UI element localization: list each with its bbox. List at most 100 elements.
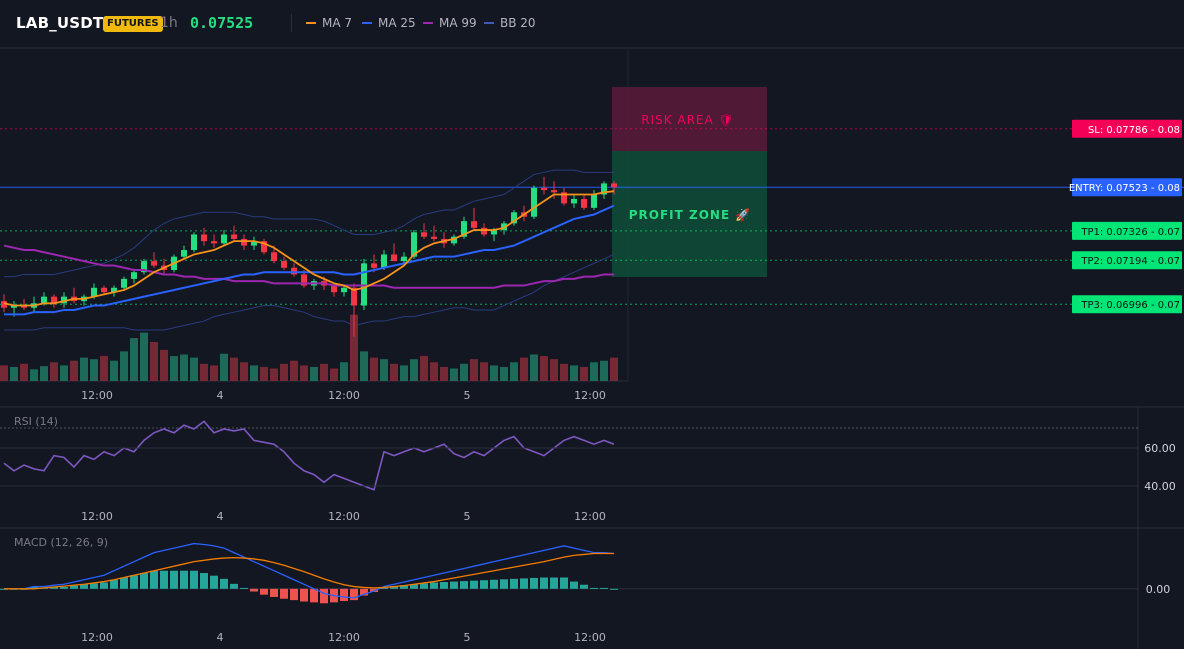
macd-hist-bar	[570, 581, 578, 589]
candle-body	[51, 296, 57, 304]
macd-hist-bar	[590, 587, 598, 589]
macd-hist-bar	[320, 588, 328, 604]
candle-body	[391, 254, 397, 262]
ma25-swatch-icon	[362, 22, 372, 24]
volume-bar	[180, 354, 188, 381]
level-tag-1	[1072, 178, 1182, 197]
volume-bar	[70, 360, 78, 381]
candles	[1, 176, 617, 337]
volume-bar	[50, 362, 58, 381]
timeframe-label[interactable]: 1h	[160, 15, 178, 31]
volume-bar	[280, 363, 288, 381]
macd-hist-bar	[380, 587, 388, 589]
candle-body	[481, 227, 487, 235]
volume-bar	[290, 360, 298, 381]
x-axis-macd: 12:00 4 12:00 5 12:00	[81, 631, 606, 644]
rsi-tick-label: 40.00	[1144, 480, 1176, 493]
rsi-pane: 60.00 40.00	[0, 420, 1176, 493]
candle-body	[191, 234, 197, 251]
candle-body	[531, 187, 537, 217]
macd-hist-bar	[140, 572, 148, 589]
candle-body	[551, 190, 557, 193]
volume-bar	[530, 354, 538, 381]
macd-hist-bar	[100, 582, 108, 589]
candle-body	[361, 263, 367, 306]
x-tick-label: 5	[464, 389, 471, 402]
level-tag-3	[1072, 251, 1182, 270]
volume-bar	[610, 357, 618, 381]
candle-body	[61, 296, 67, 304]
macd-hist-bar	[470, 580, 478, 589]
volume-bar	[310, 366, 318, 381]
candle-body	[471, 221, 477, 228]
volume-bar	[130, 338, 138, 381]
candle-body	[11, 305, 17, 308]
macd-hist-bar	[190, 570, 198, 589]
volume-bars	[0, 314, 618, 381]
volume-bar	[370, 357, 378, 381]
macd-hist-bar	[560, 577, 568, 589]
candle-body	[241, 238, 247, 246]
volume-bar	[450, 368, 458, 381]
ma7-line	[3, 190, 615, 307]
macd-hist-bar	[270, 588, 278, 597]
level-label-1: ENTRY: 0.07523 - 0.08	[1069, 183, 1180, 194]
macd-hist-bar	[240, 587, 248, 589]
volume-bar	[470, 359, 478, 381]
x-tick-label: 12:00	[328, 389, 360, 402]
volume-bar	[350, 314, 358, 381]
bollinger-bands	[4, 169, 615, 331]
candle-body	[461, 221, 467, 237]
x-tick-label: 4	[217, 631, 224, 644]
volume-bar	[590, 362, 598, 381]
volume-bar	[460, 363, 468, 381]
macd-hist-bar	[210, 575, 218, 589]
macd-hist-bar	[610, 588, 618, 590]
macd-hist-bar	[460, 581, 468, 589]
volume-bar	[340, 362, 348, 381]
macd-hist-bar	[250, 588, 258, 592]
legend-ma99[interactable]: MA 99	[423, 16, 477, 30]
volume-bar	[540, 356, 548, 381]
volume-bar	[240, 362, 248, 381]
candle-body	[221, 234, 227, 244]
volume-bar	[160, 349, 168, 381]
legend-ma7[interactable]: MA 7	[306, 16, 352, 30]
candle-body	[511, 212, 517, 224]
volume-bar	[330, 368, 338, 381]
volume-bar	[20, 363, 28, 381]
volume-bar	[60, 365, 68, 381]
macd-hist-bar	[450, 581, 458, 589]
candle-body	[301, 274, 307, 286]
legend-bb20[interactable]: BB 20	[484, 16, 536, 30]
symbol-name[interactable]: LAB_USDT	[16, 14, 104, 32]
volume-bar	[220, 353, 228, 381]
x-tick-label: 12:00	[328, 631, 360, 644]
macd-line	[4, 542, 615, 599]
candle-body	[261, 241, 267, 253]
candle-body	[131, 272, 137, 279]
legend-ma25[interactable]: MA 25	[362, 16, 416, 30]
candle-body	[371, 263, 377, 268]
legend-ma25-label: MA 25	[378, 16, 416, 30]
risk-area-zone	[612, 87, 767, 151]
macd-hist-bar	[540, 577, 548, 589]
bb-swatch-icon	[484, 22, 494, 24]
macd-hist-bar	[70, 585, 78, 589]
candle-body	[451, 236, 457, 244]
volume-bar	[110, 360, 118, 381]
macd-hist-bar	[350, 588, 358, 601]
volume-bar	[440, 366, 448, 381]
bb-lower-line	[4, 254, 615, 331]
macd-label: MACD (12, 26, 9)	[14, 536, 108, 549]
x-tick-label: 12:00	[328, 510, 360, 523]
volume-bar	[40, 366, 48, 381]
candle-body	[491, 230, 497, 235]
profit-zone-label: PROFIT ZONE 🚀	[629, 208, 752, 222]
macd-hist-bar	[480, 580, 488, 589]
candle-body	[151, 261, 157, 266]
macd-hist-bar	[360, 588, 368, 596]
volume-bar	[230, 357, 238, 381]
header-divider	[291, 14, 292, 32]
